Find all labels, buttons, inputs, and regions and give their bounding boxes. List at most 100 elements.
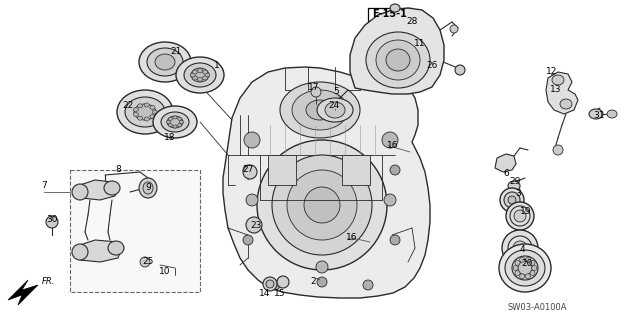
Bar: [368, 8, 412, 22]
Ellipse shape: [263, 277, 277, 291]
Text: 26: 26: [426, 61, 438, 70]
Ellipse shape: [144, 103, 149, 107]
Ellipse shape: [530, 271, 535, 276]
Ellipse shape: [512, 256, 538, 280]
Ellipse shape: [508, 196, 516, 204]
Ellipse shape: [292, 90, 348, 130]
Ellipse shape: [376, 40, 420, 80]
Ellipse shape: [386, 49, 410, 71]
Polygon shape: [546, 72, 578, 114]
Ellipse shape: [325, 102, 345, 118]
Ellipse shape: [382, 132, 398, 148]
Text: 23: 23: [250, 221, 262, 231]
Text: 20: 20: [522, 259, 532, 269]
Ellipse shape: [46, 216, 58, 228]
Polygon shape: [350, 8, 444, 94]
Ellipse shape: [205, 73, 210, 77]
Ellipse shape: [139, 42, 191, 82]
Ellipse shape: [152, 110, 157, 114]
Ellipse shape: [133, 112, 138, 116]
Ellipse shape: [515, 271, 520, 276]
Ellipse shape: [390, 4, 400, 12]
Ellipse shape: [125, 97, 165, 127]
Ellipse shape: [150, 115, 155, 119]
Ellipse shape: [176, 57, 224, 93]
Ellipse shape: [384, 194, 396, 206]
Ellipse shape: [198, 69, 202, 73]
Text: 1: 1: [214, 62, 220, 70]
Text: 18: 18: [164, 133, 176, 143]
Ellipse shape: [72, 184, 88, 200]
Ellipse shape: [179, 121, 184, 123]
Text: 2: 2: [310, 278, 316, 286]
Ellipse shape: [243, 235, 253, 245]
Ellipse shape: [190, 73, 195, 77]
Ellipse shape: [514, 210, 526, 222]
Text: 9: 9: [145, 183, 151, 192]
Ellipse shape: [168, 117, 172, 120]
Ellipse shape: [161, 112, 189, 132]
Ellipse shape: [525, 257, 531, 262]
Ellipse shape: [500, 188, 524, 212]
Ellipse shape: [198, 77, 202, 81]
Ellipse shape: [450, 25, 458, 33]
Text: 27: 27: [243, 165, 253, 174]
Ellipse shape: [363, 280, 373, 290]
Bar: [268, 155, 296, 185]
Text: E-15-1: E-15-1: [372, 9, 407, 19]
Ellipse shape: [552, 75, 564, 85]
Polygon shape: [495, 154, 516, 172]
Polygon shape: [80, 240, 122, 262]
Ellipse shape: [502, 230, 538, 266]
Ellipse shape: [168, 124, 172, 127]
Ellipse shape: [246, 217, 262, 233]
Ellipse shape: [143, 182, 153, 194]
Text: 22: 22: [122, 100, 134, 109]
Ellipse shape: [203, 76, 207, 80]
Text: 25: 25: [142, 257, 154, 266]
Ellipse shape: [243, 165, 253, 175]
Ellipse shape: [184, 63, 216, 87]
Ellipse shape: [513, 241, 527, 255]
Ellipse shape: [530, 260, 535, 265]
Ellipse shape: [607, 110, 617, 118]
Bar: [342, 155, 370, 185]
Text: 10: 10: [159, 266, 171, 276]
Text: 4: 4: [519, 246, 525, 255]
Ellipse shape: [272, 155, 372, 255]
FancyBboxPatch shape: [70, 170, 200, 292]
Ellipse shape: [155, 54, 175, 70]
Ellipse shape: [366, 32, 430, 88]
Text: 29: 29: [509, 177, 521, 187]
Ellipse shape: [104, 181, 120, 195]
Ellipse shape: [499, 244, 551, 292]
Ellipse shape: [304, 187, 340, 223]
Text: FR.: FR.: [42, 278, 56, 286]
Ellipse shape: [508, 181, 520, 191]
Ellipse shape: [108, 241, 124, 255]
Ellipse shape: [390, 235, 400, 245]
Ellipse shape: [134, 104, 156, 120]
Ellipse shape: [193, 70, 197, 74]
Ellipse shape: [553, 145, 563, 155]
Ellipse shape: [505, 250, 545, 286]
Ellipse shape: [504, 192, 520, 208]
Ellipse shape: [140, 257, 150, 267]
Ellipse shape: [525, 274, 531, 279]
Ellipse shape: [506, 202, 534, 230]
Ellipse shape: [257, 140, 387, 270]
Ellipse shape: [166, 121, 170, 123]
Ellipse shape: [280, 82, 360, 138]
Text: 6: 6: [503, 169, 509, 179]
Text: 16: 16: [387, 142, 399, 151]
Ellipse shape: [266, 280, 274, 288]
Text: 8: 8: [115, 166, 121, 174]
Ellipse shape: [139, 178, 157, 198]
Ellipse shape: [306, 100, 334, 120]
Text: 11: 11: [414, 40, 426, 48]
Ellipse shape: [589, 109, 603, 119]
Ellipse shape: [150, 105, 155, 109]
Ellipse shape: [317, 98, 353, 122]
Text: 5: 5: [333, 86, 339, 95]
Ellipse shape: [311, 87, 321, 97]
